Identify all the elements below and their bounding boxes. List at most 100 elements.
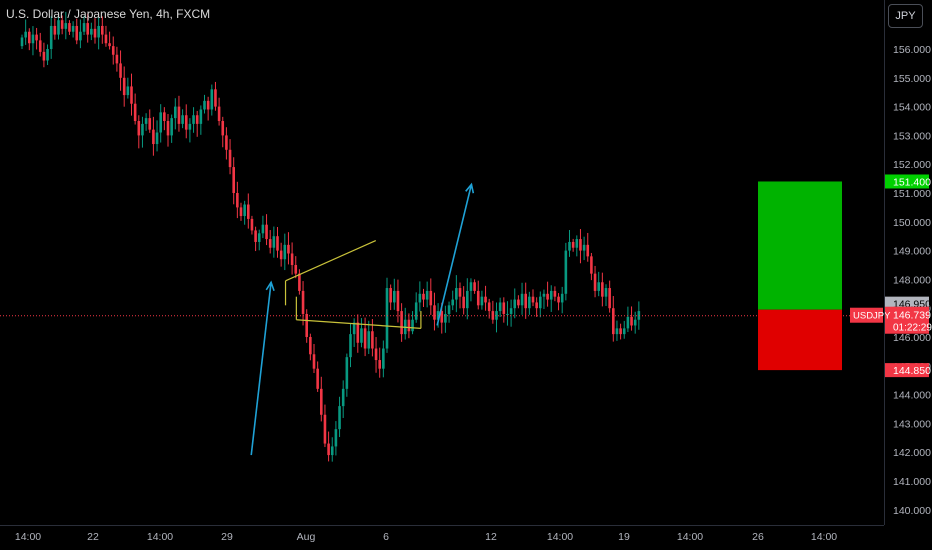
candle-body [203,100,206,110]
candle-body [184,115,188,130]
stop-zone [758,309,842,371]
candle-body [290,253,294,265]
candle-body [130,86,133,104]
candle-body [400,311,403,335]
x-tick-label: 14:00 [547,531,573,543]
candle-body [206,100,210,110]
candle-body [539,296,542,309]
candle-body [601,282,604,297]
candle-body [549,290,553,300]
y-tick-label: 156.000 [893,44,931,56]
y-tick-label: 149.000 [893,246,931,258]
candle-body [597,282,600,291]
candle-body [228,149,232,168]
candle-body [531,296,535,303]
candle-body [232,167,235,193]
y-tick-label: 153.000 [893,130,931,142]
candle-body [407,319,411,332]
candle-body [604,288,608,297]
candle-body [513,299,517,309]
candle-body [451,299,454,306]
candle-body [247,204,250,219]
candle-body [294,265,298,274]
x-tick-label: 14:00 [677,531,703,543]
candle-body [86,23,89,35]
x-tick-label: 26 [752,531,764,543]
candle-body [46,49,49,61]
candle-body [323,414,327,444]
x-tick-label: 19 [618,531,630,543]
price-level-tag [885,363,929,378]
candle-body [360,328,363,343]
candle-body [557,296,560,303]
candle-body [141,123,144,136]
candle-body [254,230,257,242]
candle-body [181,115,184,124]
candle-body [502,302,506,314]
candle-body [316,368,319,389]
candle-body [546,293,549,300]
candle-body [115,54,119,64]
candle-body [148,118,152,130]
candle-body [250,218,254,231]
candle-body [469,282,473,291]
candle-body [422,293,425,300]
candle-body [272,236,276,248]
candle-body [276,236,279,251]
candle-body [356,322,360,343]
candle-body [225,135,228,150]
candle-body [579,239,582,251]
candle-body [345,357,349,389]
candle-body [633,319,637,326]
candle-body [42,51,46,61]
candle-body [619,328,622,335]
candle-body [382,348,385,369]
candle-body [484,296,487,303]
candle-body [535,302,538,309]
price-level-label: 151.400 [893,176,931,188]
candle-body [498,302,502,312]
candle-body [298,273,301,291]
candle-body [174,106,177,119]
currency-button[interactable]: JPY [888,4,923,28]
candle-body [214,89,217,107]
candle-body [338,406,341,430]
symbol-label: USDJPY [853,311,891,322]
candle-body [341,388,345,407]
x-tick-label: 29 [221,531,233,543]
y-tick-label: 150.000 [893,217,931,229]
candle-body [458,288,462,297]
candle-body [239,207,243,217]
candle-body [411,319,414,332]
y-tick-label: 151.000 [893,188,931,200]
current-price-tag [885,306,929,334]
candle-body [637,311,641,320]
candle-body [192,115,195,124]
candle-body [560,293,564,303]
candle-body [97,25,100,38]
candle-body [473,282,476,291]
candle-body [542,293,546,297]
x-tick-label: 12 [485,531,497,543]
candle-body [20,37,24,47]
trend-arrow-head-1 [265,280,275,292]
y-tick-label: 143.000 [893,418,931,430]
candle-body [528,296,531,309]
candle-body [119,63,122,78]
candle-body [68,23,71,32]
candle-body [75,25,79,41]
candle-body [608,288,611,309]
candle-body [509,308,513,314]
trend-arrow-head-2 [465,182,475,194]
candle-body [305,313,308,337]
candle-body [71,25,75,32]
candle-body [93,28,97,38]
candle-body [447,305,451,314]
candle-body [612,308,615,335]
candle-body [283,244,287,260]
candle-body [487,302,491,312]
candle-body [520,293,524,306]
candle-body [385,288,389,349]
